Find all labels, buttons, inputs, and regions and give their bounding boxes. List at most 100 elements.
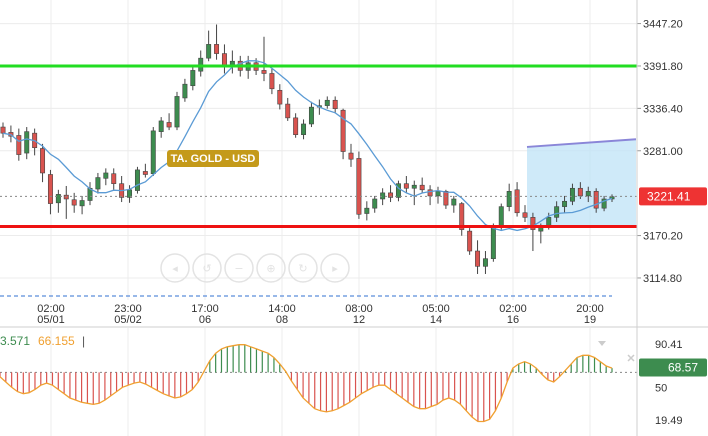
candle[interactable] <box>103 168 109 186</box>
candle[interactable] <box>293 113 299 138</box>
candle[interactable] <box>388 185 394 203</box>
candle-body-up <box>301 123 307 135</box>
candle[interactable] <box>182 78 188 102</box>
candle[interactable] <box>166 113 172 131</box>
channel-top-line[interactable] <box>526 138 637 148</box>
candle[interactable] <box>277 84 283 110</box>
candle[interactable] <box>221 44 227 74</box>
candle[interactable] <box>506 183 512 212</box>
candle[interactable] <box>364 201 370 221</box>
candle[interactable] <box>435 186 441 204</box>
candle[interactable] <box>585 186 591 203</box>
candle[interactable] <box>419 177 425 193</box>
candle[interactable] <box>71 192 77 213</box>
date-tick-label: 19 <box>584 314 596 326</box>
candle[interactable] <box>47 169 53 215</box>
chevron-down-icon[interactable] <box>598 341 606 346</box>
candle[interactable] <box>467 228 473 255</box>
chart-nav-button[interactable] <box>288 253 318 283</box>
candle[interactable] <box>79 195 85 215</box>
candle[interactable] <box>348 143 354 167</box>
candle-body-down <box>221 53 227 67</box>
indicator-collapse-icon[interactable] <box>598 341 606 346</box>
candle[interactable] <box>372 195 378 213</box>
candle[interactable] <box>55 189 61 213</box>
candle[interactable] <box>261 36 267 82</box>
candle[interactable] <box>593 188 599 213</box>
time-tick-label: 14:00 <box>268 303 296 315</box>
candle-body-down <box>277 90 283 105</box>
candle[interactable] <box>340 108 346 160</box>
candle[interactable] <box>24 127 30 160</box>
candle-body-down <box>388 192 394 198</box>
time-tick-label: 05:00 <box>422 303 450 315</box>
candle[interactable] <box>411 180 417 206</box>
time-tick-label: 08:00 <box>345 303 373 315</box>
candle[interactable] <box>111 168 117 190</box>
date-tick-label: 12 <box>353 314 365 326</box>
candle[interactable] <box>308 101 314 128</box>
candle[interactable] <box>285 97 291 121</box>
candle[interactable] <box>119 176 125 203</box>
indicator-close-icon[interactable] <box>627 354 635 362</box>
chart-nav-button[interactable] <box>320 253 350 283</box>
candle[interactable] <box>451 195 457 213</box>
candle[interactable] <box>403 176 409 193</box>
price-pane[interactable]: 3447.20 3391.80 3336.40 3281.00 3170.20 3114.… <box>0 0 707 326</box>
candle[interactable] <box>427 185 433 206</box>
candle-body-down <box>403 183 409 189</box>
candle[interactable] <box>158 117 164 138</box>
candle-body-up <box>24 131 30 154</box>
candle[interactable] <box>63 185 69 219</box>
candle[interactable] <box>0 122 6 138</box>
candle[interactable] <box>190 65 196 91</box>
candle[interactable] <box>142 163 148 178</box>
candle[interactable] <box>443 189 449 209</box>
candle[interactable] <box>562 195 568 213</box>
indicator-pane[interactable]: 90.41 50 19.49 3.571 66.155 | 68.57 <box>0 328 707 436</box>
candle[interactable] <box>87 182 93 206</box>
chart-nav-button[interactable] <box>192 253 222 283</box>
candle[interactable] <box>482 251 488 274</box>
candle-body-down <box>459 203 465 230</box>
candle[interactable] <box>301 119 307 140</box>
chart-nav-button[interactable] <box>224 253 254 283</box>
candle[interactable] <box>514 182 520 217</box>
candle[interactable] <box>16 128 22 161</box>
candle[interactable] <box>522 205 528 222</box>
indicator-value-box <box>639 358 707 377</box>
candle[interactable] <box>40 143 46 183</box>
candle[interactable] <box>95 172 101 194</box>
candle[interactable] <box>269 68 275 95</box>
candle[interactable] <box>554 201 560 222</box>
candle[interactable] <box>530 212 536 252</box>
candle-body-up <box>79 200 85 207</box>
candle[interactable] <box>324 96 330 109</box>
candle[interactable] <box>601 195 607 212</box>
price-tick-label: 3114.80 <box>643 273 682 285</box>
candle[interactable] <box>569 183 575 206</box>
candle[interactable] <box>198 50 204 77</box>
candle[interactable] <box>332 96 338 114</box>
close-icon[interactable] <box>627 354 635 362</box>
candle[interactable] <box>206 30 212 62</box>
candle[interactable] <box>134 166 140 194</box>
candle-body-up <box>324 99 330 106</box>
candle[interactable] <box>150 127 156 177</box>
candle-body-up <box>190 70 196 87</box>
candle[interactable] <box>174 91 180 131</box>
candle[interactable] <box>356 151 362 219</box>
candle-body-up <box>95 177 101 190</box>
candle[interactable] <box>395 180 401 202</box>
chart-nav-button[interactable] <box>160 253 190 283</box>
candle[interactable] <box>475 240 481 274</box>
candle[interactable] <box>214 24 220 60</box>
channel-box[interactable] <box>527 139 636 227</box>
candle-body-up <box>174 96 180 128</box>
candle-body-down <box>111 173 117 184</box>
price-tick-label: 3447.20 <box>643 19 683 31</box>
chart-nav-button[interactable] <box>256 253 286 283</box>
candle[interactable] <box>229 50 235 74</box>
candle[interactable] <box>459 202 465 236</box>
